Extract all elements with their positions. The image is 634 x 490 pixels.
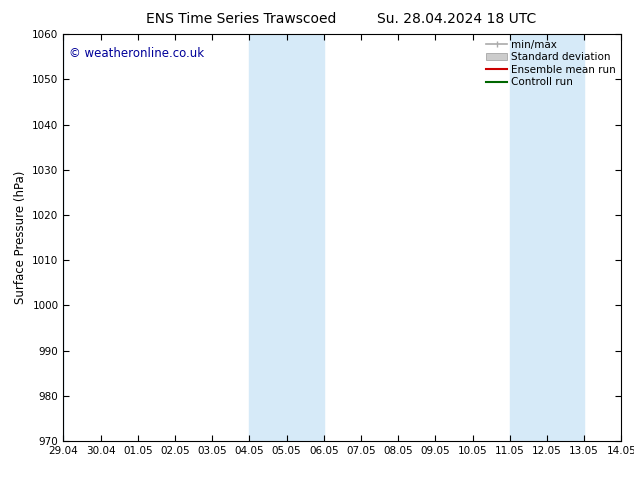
Bar xyxy=(249,34,324,441)
Y-axis label: Surface Pressure (hPa): Surface Pressure (hPa) xyxy=(14,171,27,304)
Text: Su. 28.04.2024 18 UTC: Su. 28.04.2024 18 UTC xyxy=(377,12,536,26)
Bar xyxy=(510,34,584,441)
Text: © weatheronline.co.uk: © weatheronline.co.uk xyxy=(69,47,204,59)
Legend: min/max, Standard deviation, Ensemble mean run, Controll run: min/max, Standard deviation, Ensemble me… xyxy=(484,37,618,89)
Text: ENS Time Series Trawscoed: ENS Time Series Trawscoed xyxy=(146,12,336,26)
